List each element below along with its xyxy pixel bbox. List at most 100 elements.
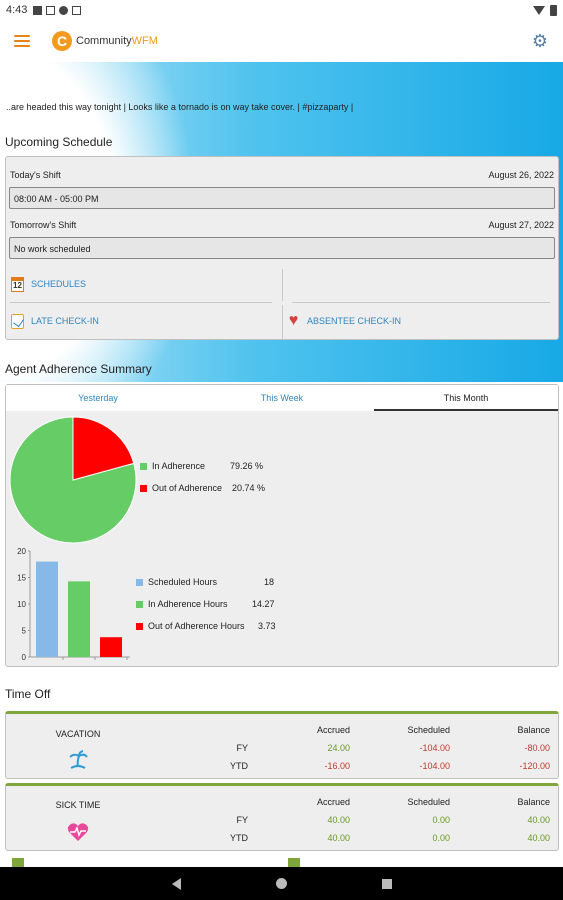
pie-slice-out-of-adherence <box>72 416 135 481</box>
legend-value: 3.73 <box>258 621 276 631</box>
sick-fy-scheduled: 0.00 <box>432 815 450 825</box>
notification-icon <box>33 5 43 15</box>
app-logo: C CommunityWFM <box>52 31 158 51</box>
header-accrued: Accrued <box>316 797 350 807</box>
calendar-icon: 12 <box>11 276 24 292</box>
announcement-ticker: ..are headed this way tonight | Looks li… <box>6 102 354 112</box>
legend-value: 20.74 % <box>232 483 266 493</box>
schedules-label: SCHEDULES <box>31 279 87 289</box>
time-off-title: Time Off <box>5 687 51 701</box>
header-scheduled: Scheduled <box>407 725 450 735</box>
sick-time-title: SICK TIME <box>55 800 101 810</box>
sick-ytd-scheduled: 0.00 <box>432 833 450 843</box>
sick-ytd-accrued: 40.00 <box>327 833 350 843</box>
heart-icon: ♥ <box>288 312 299 329</box>
tab-yesterday[interactable]: Yesterday <box>78 393 118 403</box>
status-time: 4:43 <box>6 4 28 16</box>
vacation-title: VACATION <box>55 729 101 739</box>
tomorrow-shift-date: August 27, 2022 <box>488 220 554 230</box>
adherence-title: Agent Adherence Summary <box>5 362 152 376</box>
vacation-card[interactable]: VACATION Accrued Scheduled Balance FY 24… <box>5 711 559 779</box>
y-tick-label: 10 <box>17 600 26 609</box>
sick-time-card[interactable]: SICK TIME Accrued Scheduled Balance FY 4… <box>5 783 559 851</box>
vacation-fy-scheduled: -104.00 <box>419 743 450 753</box>
row-label-ytd: YTD <box>230 833 248 843</box>
notification-icons <box>33 5 82 15</box>
adherence-pie-chart <box>9 416 137 544</box>
schedules-button[interactable]: 12 SCHEDULES <box>10 276 86 292</box>
y-tick-label: 5 <box>22 627 27 636</box>
wifi-icon <box>533 5 545 15</box>
adherence-card: Yesterday This Week This Month In Adhere… <box>5 384 559 667</box>
header-balance: Balance <box>517 725 550 735</box>
legend-label: Scheduled Hours <box>148 577 218 587</box>
tab-this-week[interactable]: This Week <box>260 393 304 403</box>
divider <box>282 305 283 339</box>
tomorrow-shift-field: No work scheduled <box>9 237 555 259</box>
next-card-peek <box>288 858 300 867</box>
clipboard-icon <box>11 313 24 329</box>
vacation-ytd-scheduled: -104.00 <box>419 761 450 771</box>
today-shift-label: Today's Shift <box>10 170 61 180</box>
battery-icon <box>550 4 557 16</box>
tab-this-month[interactable]: This Month <box>374 385 558 411</box>
header-scheduled: Scheduled <box>407 797 450 807</box>
adherence-hours-bar-chart: 0 5 10 15 20 <box>17 547 130 662</box>
legend-value: 18 <box>264 577 275 587</box>
today-shift-date: August 26, 2022 <box>488 170 554 180</box>
upcoming-schedule-card: Today's Shift August 26, 2022 08:00 AM -… <box>5 156 559 340</box>
app-bar: C CommunityWFM ⚙ <box>0 20 563 62</box>
y-tick-label: 0 <box>22 653 27 662</box>
back-icon[interactable] <box>171 877 181 890</box>
upcoming-schedule-title: Upcoming Schedule <box>5 135 113 149</box>
status-bar: 4:43 <box>0 0 563 20</box>
legend-label: In Adherence Hours <box>148 599 228 609</box>
late-check-in-button[interactable]: LATE CHECK-IN <box>10 313 99 329</box>
bar-out-of-adherence-hours <box>100 637 122 657</box>
recent-apps-icon[interactable] <box>381 878 392 889</box>
legend-value: 14.27 <box>252 599 275 609</box>
bar-scheduled-hours <box>36 561 58 657</box>
next-card-peek <box>12 858 24 867</box>
tomorrow-shift-row: Tomorrow's Shift August 27, 2022 <box>10 220 554 230</box>
app-name: CommunityWFM <box>76 35 158 47</box>
legend-label: Out of Adherence Hours <box>148 621 245 631</box>
y-tick-label: 20 <box>17 547 26 556</box>
legend-label: In Adherence <box>152 461 206 471</box>
sick-fy-balance: 40.00 <box>527 815 550 825</box>
header-accrued: Accrued <box>316 725 350 735</box>
heartbeat-icon <box>67 823 89 841</box>
legend-swatch <box>136 622 143 630</box>
sick-fy-accrued: 40.00 <box>327 815 350 825</box>
adherence-tabs: Yesterday This Week This Month <box>6 385 558 411</box>
header-balance: Balance <box>517 797 550 807</box>
divider <box>292 302 550 303</box>
legend-out-of-adherence-hours: Out of Adherence Hours 3.73 <box>136 621 276 631</box>
legend-swatch <box>140 462 147 470</box>
legend-out-of-adherence: Out of Adherence 20.74 % <box>140 483 265 493</box>
absentee-check-in-label: ABSENTEE CHECK-IN <box>307 316 402 326</box>
hamburger-menu-icon[interactable] <box>14 35 30 47</box>
absentee-check-in-button[interactable]: ♥ ABSENTEE CHECK-IN <box>286 313 401 329</box>
logo-mark: C <box>52 31 72 51</box>
notification-icon <box>72 5 82 15</box>
vacation-fy-accrued: 24.00 <box>327 743 350 753</box>
today-shift-row: Today's Shift August 26, 2022 <box>10 170 554 180</box>
bar-in-adherence-hours <box>68 581 90 657</box>
divider <box>282 269 283 301</box>
vacation-fy-balance: -80.00 <box>524 743 550 753</box>
row-label-ytd: YTD <box>230 761 248 771</box>
legend-swatch <box>140 484 147 492</box>
gear-icon[interactable]: ⚙ <box>531 31 549 51</box>
notification-icon <box>59 5 69 15</box>
row-label-fy: FY <box>236 743 248 753</box>
legend-value: 79.26 % <box>230 461 264 471</box>
palm-tree-icon <box>69 750 88 769</box>
home-icon[interactable] <box>275 878 287 889</box>
row-label-fy: FY <box>236 815 248 825</box>
late-check-in-label: LATE CHECK-IN <box>31 316 99 326</box>
y-tick-label: 15 <box>17 574 26 583</box>
legend-label: Out of Adherence <box>152 483 223 493</box>
sick-ytd-balance: 40.00 <box>527 833 550 843</box>
vacation-ytd-accrued: -16.00 <box>324 761 350 771</box>
